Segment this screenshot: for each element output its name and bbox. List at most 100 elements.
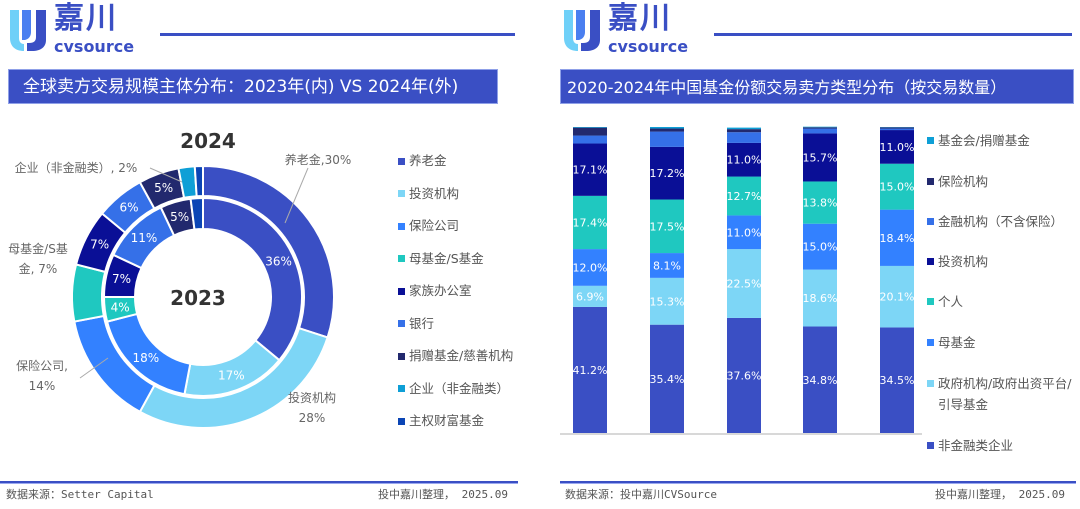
legend-item: 金融机构（不含保险） xyxy=(927,211,1077,251)
bar-segment-1 xyxy=(727,249,761,318)
donut-data-label: 36% xyxy=(265,254,292,268)
bar-data-label: 17.4% xyxy=(573,216,608,229)
legend-label: 母基金 xyxy=(938,335,976,350)
legend-label: 母基金/S基金 xyxy=(409,250,484,266)
bar-segment-1 xyxy=(573,285,607,307)
bar-segment-2 xyxy=(727,215,761,250)
legend-label: 主权财富基金 xyxy=(409,413,485,429)
logo-text-cn: 嘉川 xyxy=(54,1,118,36)
legend-item: 银行 xyxy=(398,308,538,341)
legend-label: 养老金 xyxy=(409,153,447,169)
donut-callout-label: 28% xyxy=(299,411,326,425)
inner-ring-year-label: 2023 xyxy=(170,286,226,310)
bar-segment-3 xyxy=(727,176,761,216)
legend-label: 投资机构 xyxy=(938,254,989,269)
donut-callout-label: 金, 7% xyxy=(19,261,58,276)
donut-data-label: 7% xyxy=(90,237,109,251)
bar-data-label: 18.4% xyxy=(880,232,915,245)
legend-item: 政府机构/政府出资平台/引导基金 xyxy=(927,373,1077,435)
bar-segment-0 xyxy=(880,327,914,433)
bar-segment-4 xyxy=(727,142,761,177)
bar-data-label: 11.0% xyxy=(727,154,762,167)
bar-segment-6 xyxy=(650,128,684,132)
legend-item: 捐赠基金/慈善机构 xyxy=(398,340,538,373)
left-credit: 投中嘉川整理， 2025.09 xyxy=(378,488,508,501)
right-credit: 投中嘉川整理， 2025.09 xyxy=(935,488,1065,501)
donut-segment-2023-0 xyxy=(202,196,303,362)
donut-data-label: 5% xyxy=(154,181,173,195)
bar-data-label: 17.2% xyxy=(650,167,685,180)
legend-swatch xyxy=(398,222,405,230)
callout-leader-line xyxy=(79,357,109,379)
logo-mark-icon xyxy=(564,10,600,51)
legend-label: 政府机构/政府出资平台/引导基金 xyxy=(938,376,1072,412)
bar-segment-7 xyxy=(727,127,761,130)
bar-data-label: 35.4% xyxy=(650,373,685,386)
donut-segment-2024-8 xyxy=(193,164,204,198)
logo-text-en: cvsource xyxy=(54,37,135,56)
bar-segment-0 xyxy=(727,317,761,433)
legend-swatch xyxy=(398,320,405,328)
donut-data-label: 4% xyxy=(111,300,130,314)
legend-item: 投资机构 xyxy=(398,178,538,211)
legend-label: 投资机构 xyxy=(409,185,460,201)
bar-segment-5 xyxy=(880,128,914,131)
legend-swatch xyxy=(927,339,934,346)
bar-data-label: 12.0% xyxy=(573,261,608,274)
legend-swatch xyxy=(927,178,934,185)
bar-data-label: 15.0% xyxy=(880,181,915,194)
logo-mark-icon xyxy=(10,10,46,51)
donut-callout-label: 保险公司, xyxy=(16,358,68,373)
legend-label: 家族办公室 xyxy=(409,283,472,299)
bar-segment-2 xyxy=(880,209,914,266)
legend-label: 金融机构（不含保险） xyxy=(938,214,1064,229)
bar-segment-7 xyxy=(803,126,837,128)
bar-segment-5 xyxy=(650,131,684,147)
bar-segment-7 xyxy=(573,127,607,128)
legend-swatch xyxy=(398,190,405,198)
header-divider xyxy=(160,33,515,36)
bar-data-label: 13.8% xyxy=(803,197,838,210)
legend-label: 银行 xyxy=(409,315,435,331)
donut-data-label: 18% xyxy=(133,351,160,365)
donut-legend: 养老金投资机构保险公司母基金/S基金 家族办公室银行捐赠基金/慈善机构企业（非金融… xyxy=(398,145,538,438)
legend-item: 个人 xyxy=(927,291,1077,332)
legend-swatch xyxy=(398,352,405,360)
legend-item: 母基金 xyxy=(927,332,1077,373)
callout-leader-line xyxy=(284,167,309,224)
header-divider xyxy=(714,33,1072,36)
legend-swatch xyxy=(398,417,405,425)
donut-data-label: 6% xyxy=(120,201,139,215)
outer-ring-year-label: 2024 xyxy=(180,129,236,153)
bar-data-label: 17.5% xyxy=(650,220,685,233)
legend-label: 企业（非金融类） xyxy=(409,380,510,396)
bar-data-label: 20.1% xyxy=(880,291,915,304)
bar-segment-0 xyxy=(803,326,837,433)
bar-data-label: 6.9% xyxy=(576,290,604,303)
bar-segment-5 xyxy=(573,135,607,144)
bar-data-label: 15.0% xyxy=(803,241,838,254)
logo-text-en: cvsource xyxy=(608,37,689,56)
donut-callout-label: 企业（非金融类）, 2% xyxy=(15,160,138,175)
bar-legend: 基金会/捐赠基金 保险机构 金融机构（不含保险） 投资机构 个人 母基金 政府机构/政府出资… xyxy=(927,130,1077,465)
legend-swatch xyxy=(927,137,934,144)
donut-data-label: 11% xyxy=(131,231,158,245)
legend-label: 保险公司 xyxy=(409,218,460,234)
bar-segment-5 xyxy=(803,128,837,134)
bar-data-label: 12.7% xyxy=(727,190,762,203)
bar-segment-7 xyxy=(650,127,684,129)
legend-swatch xyxy=(927,218,934,225)
legend-item: 投资机构 xyxy=(927,251,1077,291)
bar-segment-6 xyxy=(727,129,761,133)
legend-label: 非金融类企业 xyxy=(938,438,1014,453)
left-chart-title: 全球卖方交易规模主体分布：2023年(内) VS 2024年(外) xyxy=(8,69,498,104)
left-source: 数据来源：Setter Capital xyxy=(6,488,154,501)
legend-swatch xyxy=(398,385,405,393)
legend-swatch xyxy=(927,258,934,265)
stacked-bar-chart: 41.2% 6.9% 12.0% 17.4% 17.1% 35.4% 15.3% 8.1% 17… xyxy=(560,126,922,435)
bar-segment-2 xyxy=(573,249,607,286)
legend-label: 保险机构 xyxy=(938,174,989,189)
bar-data-label: 18.6% xyxy=(803,292,838,305)
donut-callout-label: 母基金/S基 xyxy=(8,241,68,256)
bar-data-label: 15.7% xyxy=(803,151,838,164)
